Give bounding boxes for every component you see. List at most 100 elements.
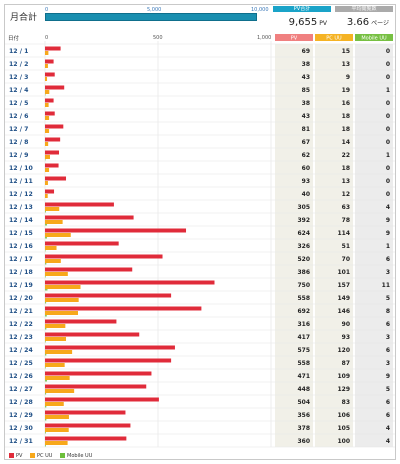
bar-mobile-uu	[45, 432, 46, 434]
bar-mobile-uu	[45, 393, 47, 395]
bar-pv	[45, 150, 60, 155]
bar-mobile-uu	[45, 328, 47, 330]
date-label: 12 / 18	[9, 269, 33, 276]
value-mobile-uu: 0	[386, 100, 390, 107]
legend-item-pc: PC UU	[30, 451, 52, 461]
bar-pc-uu	[45, 311, 78, 315]
bar-pv	[45, 280, 215, 285]
bar-pv	[45, 228, 187, 233]
bar-pv	[45, 98, 54, 103]
daily-chart: 日付 0 500 1,000 PV PC UU Mobile UU 12 / 1 69 15 0 12…	[5, 33, 395, 451]
value-pv: 448	[297, 386, 310, 393]
bar-pv	[45, 215, 134, 220]
date-label: 12 / 8	[9, 139, 28, 146]
bar-pc-uu	[45, 155, 50, 159]
value-pv: 62	[302, 152, 310, 159]
value-column-bg	[355, 44, 393, 447]
value-pc-uu: 19	[342, 87, 350, 94]
bar-pv	[45, 189, 55, 194]
bar-pv	[45, 371, 152, 376]
bar-pc-uu	[45, 51, 49, 55]
date-label: 12 / 9	[9, 152, 28, 159]
value-pv: 67	[302, 139, 310, 146]
value-pv: 624	[297, 230, 310, 237]
total-pv-bar	[45, 13, 258, 21]
value-pc-uu: 9	[346, 74, 350, 81]
value-pv: 38	[302, 61, 310, 68]
date-label: 12 / 14	[9, 217, 33, 224]
date-label: 12 / 10	[9, 165, 33, 172]
date-label: 12 / 19	[9, 282, 33, 289]
value-column-bg	[275, 44, 313, 447]
value-pc-uu: 14	[342, 139, 350, 146]
value-mobile-uu: 0	[386, 178, 390, 185]
bar-pv	[45, 72, 55, 77]
date-label: 12 / 2	[9, 61, 28, 68]
value-pv: 392	[297, 217, 310, 224]
value-pc-uu: 12	[342, 191, 350, 198]
value-mobile-uu: 6	[386, 399, 390, 406]
summary-axis-tick: 5,000	[147, 7, 162, 13]
legend-swatch-pc	[30, 453, 36, 458]
value-pv: 93	[302, 178, 310, 185]
value-pv: 575	[297, 347, 310, 354]
value-mobile-uu: 1	[386, 243, 390, 250]
bar-pv	[45, 59, 54, 64]
date-label: 12 / 30	[9, 425, 33, 432]
value-mobile-uu: 11	[382, 282, 390, 289]
value-pc-uu: 18	[342, 113, 350, 120]
total-pv-value: 9,655 PV	[273, 12, 331, 31]
value-pc-uu: 120	[337, 347, 350, 354]
bar-pv	[45, 46, 61, 51]
bar-pv	[45, 137, 61, 142]
bar-pc-uu	[45, 389, 75, 393]
value-pc-uu: 93	[342, 334, 350, 341]
x-axis-tick: 500	[153, 35, 163, 41]
legend-swatch-pv	[9, 453, 14, 458]
bar-pc-uu	[45, 259, 61, 263]
bar-pc-uu	[45, 90, 50, 94]
value-pc-uu: 146	[337, 308, 350, 315]
value-pc-uu: 106	[337, 412, 350, 419]
value-pv: 378	[297, 425, 310, 432]
bar-pc-uu	[45, 168, 50, 172]
bar-pc-uu	[45, 337, 67, 341]
bar-pv	[45, 111, 55, 116]
value-mobile-uu: 6	[386, 412, 390, 419]
value-pv: 520	[297, 256, 310, 263]
value-mobile-uu: 1	[386, 87, 390, 94]
legend: PV PC UU Mobile UU	[9, 451, 98, 461]
bar-pc-uu	[45, 363, 65, 367]
value-pc-uu: 90	[342, 321, 350, 328]
bar-mobile-uu	[45, 250, 46, 252]
bar-pv	[45, 397, 159, 402]
value-pv: 316	[297, 321, 310, 328]
bar-pv	[45, 358, 172, 363]
value-pc-uu: 16	[342, 100, 350, 107]
value-mobile-uu: 4	[386, 425, 390, 432]
value-pc-uu: 100	[337, 438, 350, 445]
value-pc-uu: 109	[337, 373, 350, 380]
date-label: 12 / 15	[9, 230, 33, 237]
value-mobile-uu: 0	[386, 113, 390, 120]
bar-pc-uu	[45, 77, 48, 81]
value-pc-uu: 18	[342, 165, 350, 172]
bar-pv	[45, 306, 202, 311]
bar-mobile-uu	[45, 159, 46, 161]
bar-pv	[45, 254, 163, 259]
date-label: 12 / 11	[9, 178, 33, 185]
value-pv: 558	[297, 360, 310, 367]
value-pv: 504	[297, 399, 310, 406]
total-pv-unit: PV	[319, 20, 327, 27]
value-pv: 417	[297, 334, 310, 341]
value-pc-uu: 63	[342, 204, 350, 211]
value-pc-uu: 101	[337, 269, 350, 276]
total-pv-label: PV合計	[273, 6, 331, 12]
value-mobile-uu: 4	[386, 204, 390, 211]
summary-axis-tick: 10,000	[251, 7, 269, 13]
summary-header: 月合計 0 5,000 10,000 PV合計 9,655 PV 平均閲覧数 3.…	[5, 5, 395, 32]
value-mobile-uu: 4	[386, 438, 390, 445]
value-pv: 43	[302, 113, 310, 120]
value-mobile-uu: 6	[386, 256, 390, 263]
